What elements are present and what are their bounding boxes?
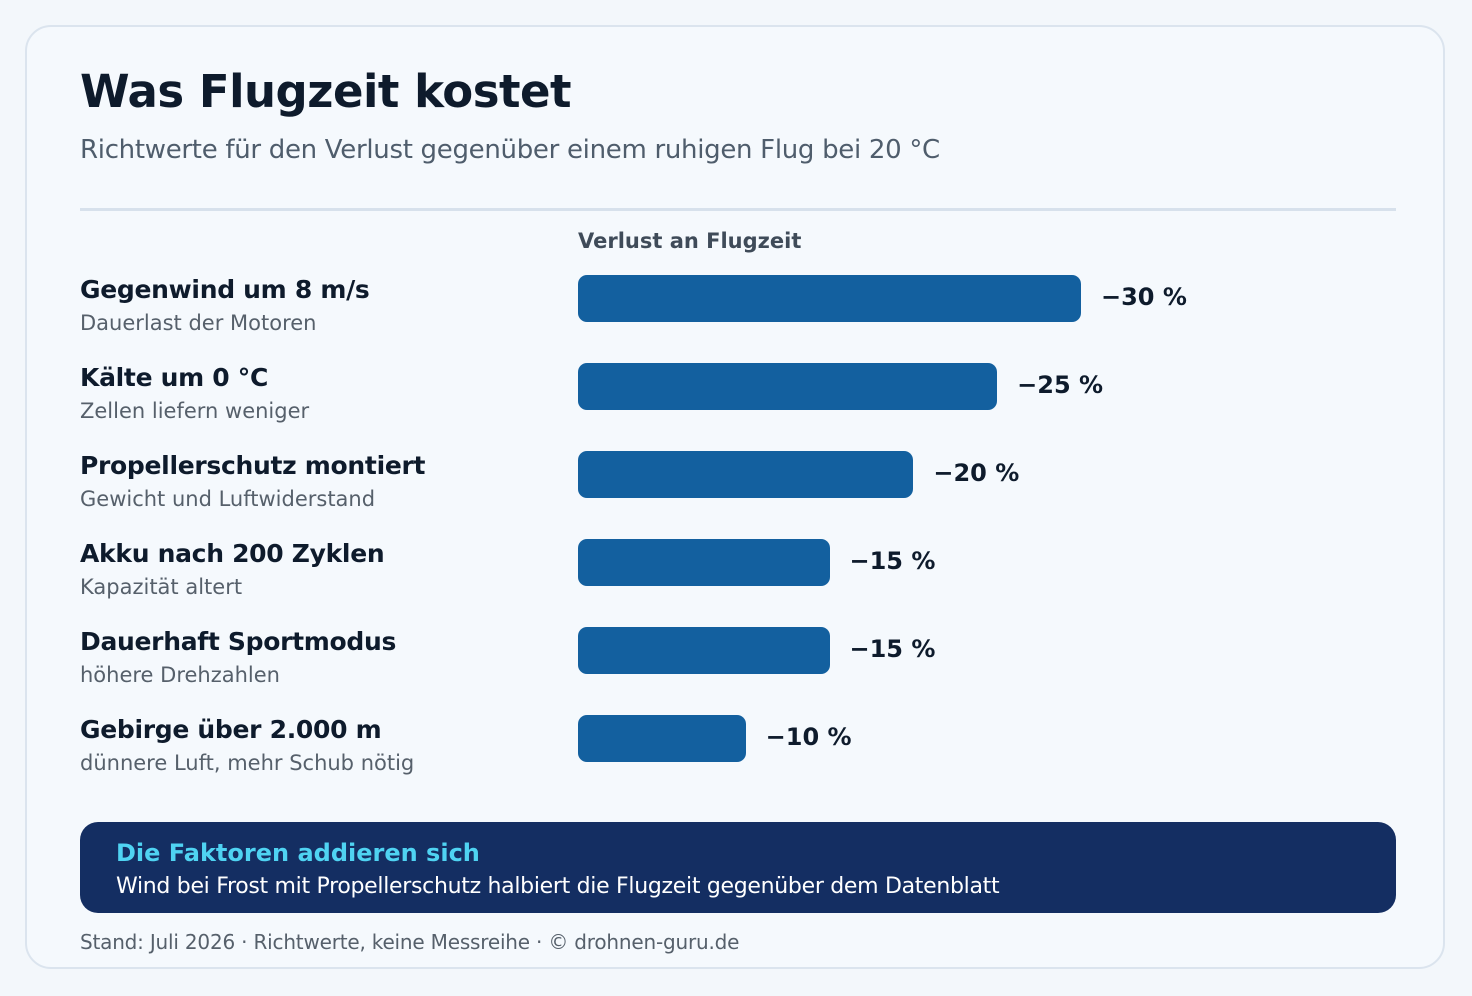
category-note: höhere Drehzahlen — [80, 663, 280, 687]
category-label: Gegenwind um 8 m/s — [80, 275, 370, 304]
bar — [578, 627, 830, 674]
callout-text: Wind bei Frost mit Propellerschutz halbi… — [116, 874, 1000, 899]
category-note: Gewicht und Luftwiderstand — [80, 487, 376, 511]
category-label: Gebirge über 2.000 m — [80, 715, 382, 744]
category-note: Kapazität altert — [80, 575, 243, 599]
category-note: Zellen liefern weniger — [80, 399, 310, 423]
bar — [578, 363, 998, 410]
bar-value-label: −30 % — [1101, 283, 1187, 311]
bar — [578, 451, 914, 498]
bar-value-label: −10 % — [765, 723, 852, 751]
header-divider — [80, 208, 1396, 211]
bar — [578, 715, 746, 762]
callout-title: Die Faktoren addieren sich — [116, 839, 480, 867]
category-note: dünnere Luft, mehr Schub nötig — [80, 751, 415, 775]
bar-value-label: −25 % — [1017, 371, 1104, 399]
callout-box: Die Faktoren addieren sich Wind bei Fros… — [80, 822, 1396, 913]
category-label: Propellerschutz montiert — [80, 451, 426, 480]
bar — [578, 275, 1081, 322]
bar-value-label: −20 % — [933, 459, 1020, 487]
axis-label: Verlust an Flugzeit — [578, 229, 802, 253]
bar-value-label: −15 % — [849, 547, 936, 575]
category-label: Dauerhaft Sportmodus — [80, 627, 397, 656]
category-note: Dauerlast der Motoren — [80, 311, 317, 335]
chart-subtitle: Richtwerte für den Verlust gegenüber ein… — [80, 135, 940, 165]
footer-note: Stand: Juli 2026 · Richtwerte, keine Mes… — [80, 930, 740, 954]
bar-value-label: −15 % — [849, 635, 936, 663]
bar — [578, 539, 830, 586]
category-label: Kälte um 0 °C — [80, 363, 269, 392]
category-label: Akku nach 200 Zyklen — [80, 539, 385, 568]
chart-card: Was Flugzeit kostet Richtwerte für den V… — [25, 25, 1445, 969]
chart-title: Was Flugzeit kostet — [80, 65, 572, 118]
